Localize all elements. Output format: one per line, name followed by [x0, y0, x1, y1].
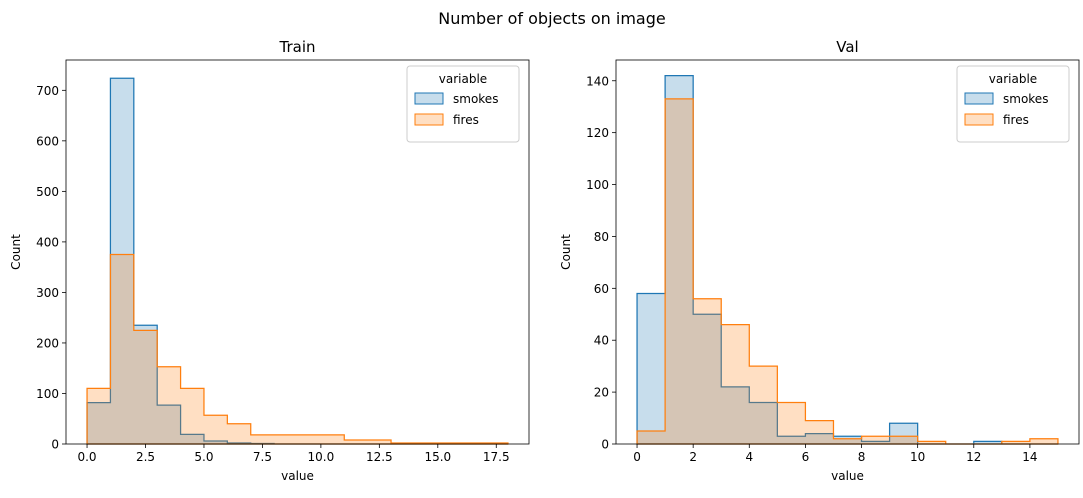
y-tick-label: 60	[594, 282, 609, 296]
legend-label-smokes: smokes	[453, 92, 498, 106]
y-tick-label: 400	[36, 235, 59, 249]
x-tick-label: 4	[745, 450, 753, 464]
x-tick-label: 0	[633, 450, 641, 464]
x-tick-label: 8	[858, 450, 866, 464]
x-axis-label: value	[831, 469, 864, 483]
y-tick-label: 0	[51, 438, 59, 452]
y-tick-label: 200	[36, 336, 59, 350]
y-tick-label: 500	[36, 185, 59, 199]
legend-label-fires: fires	[1003, 113, 1029, 127]
x-tick-label: 5.0	[194, 450, 213, 464]
y-tick-label: 140	[586, 74, 609, 88]
y-tick-label: 100	[36, 387, 59, 401]
x-tick-label: 2	[689, 450, 697, 464]
y-tick-label: 300	[36, 286, 59, 300]
x-axis-label: value	[281, 469, 314, 483]
train-histogram-panel: Train 0.0 2.5 5.0 7.5 10.0 12.5 15.0 17.5 0 100 200…	[9, 38, 530, 483]
panel-title: Train	[279, 38, 316, 56]
legend-swatch-smokes	[964, 92, 994, 105]
legend-title: variable	[989, 72, 1037, 86]
histogram-fires-area	[86, 253, 509, 445]
y-tick-label: 40	[594, 334, 609, 348]
x-tick-label: 6	[802, 450, 810, 464]
legend-box	[406, 65, 520, 143]
x-tick-label: 12.5	[366, 450, 393, 464]
y-tick-label: 20	[594, 386, 609, 400]
axes-frame	[65, 59, 530, 445]
x-tick-label: 10.0	[308, 450, 335, 464]
legend-label-fires: fires	[453, 113, 479, 127]
legend-box	[956, 65, 1070, 143]
legend-swatch-fires	[964, 113, 994, 126]
x-tick-label: 2.5	[136, 450, 155, 464]
x-tick-label: 17.5	[483, 450, 510, 464]
legend-swatch-smokes	[414, 92, 444, 105]
y-axis-label: Count	[9, 234, 23, 270]
histogram-fires-area	[636, 98, 1059, 445]
y-tick-label: 100	[586, 178, 609, 192]
x-tick-label: 7.5	[253, 450, 272, 464]
x-tick-label: 15.0	[424, 450, 451, 464]
y-tick-label: 700	[36, 84, 59, 98]
legend-title: variable	[439, 72, 487, 86]
y-axis-label: Count	[559, 234, 573, 270]
axes-frame	[615, 59, 1080, 445]
legend-swatch-fires	[414, 113, 444, 126]
x-tick-label: 10	[910, 450, 925, 464]
y-tick-label: 600	[36, 134, 59, 148]
legend: variable smokes fires	[956, 65, 1070, 143]
y-tick-label: 80	[594, 230, 609, 244]
x-tick-label: 14	[1022, 450, 1037, 464]
panel-title: Val	[836, 38, 858, 56]
legend: variable smokes fires	[406, 65, 520, 143]
x-tick-label: 12	[966, 450, 981, 464]
figure-suptitle: Number of objects on image	[438, 9, 665, 28]
y-tick-label: 120	[586, 126, 609, 140]
legend-label-smokes: smokes	[1003, 92, 1048, 106]
x-tick-label: 0.0	[77, 450, 96, 464]
y-tick-label: 0	[601, 438, 609, 452]
